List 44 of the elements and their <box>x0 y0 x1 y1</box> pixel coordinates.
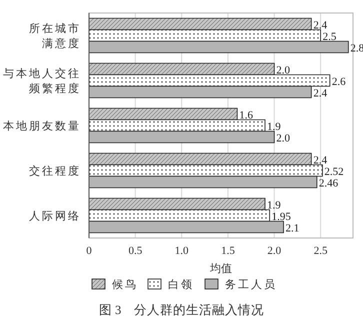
bar <box>88 198 266 210</box>
y-tick-label: 交往程度 <box>29 164 81 178</box>
bar <box>88 40 349 54</box>
bar <box>88 164 323 177</box>
bar <box>88 176 318 188</box>
data-label: 2.46 <box>318 177 339 190</box>
data-label: 2.4 <box>313 19 328 32</box>
data-label: 1.9 <box>267 199 282 212</box>
x-tick-label: 2.0 <box>267 245 282 257</box>
bar <box>88 108 238 120</box>
x-tick-label: 0 <box>86 245 92 257</box>
bar <box>88 130 275 144</box>
data-label: 2.52 <box>324 166 344 178</box>
data-label: 1.6 <box>239 109 254 122</box>
text: 图 3 分人群的生活融入情况 <box>98 303 264 317</box>
x-tick-label: 1.0 <box>174 245 190 257</box>
y-tick-label: 人际网络 <box>29 210 81 222</box>
x-tick-label: 1.5 <box>221 245 236 257</box>
legend-label: 白领 <box>168 279 194 291</box>
y-tick-label: 所在城市满意度 <box>29 22 81 50</box>
bar <box>88 152 312 166</box>
bar <box>88 29 321 42</box>
bar <box>88 86 312 98</box>
x-tick-label: 0.5 <box>128 245 143 257</box>
data-label: 2.4 <box>313 154 328 166</box>
data-label: 2.1 <box>286 222 300 234</box>
y-tick-label: 与本地人交往频繁程度 <box>3 67 81 95</box>
bar <box>88 74 330 87</box>
data-label: 2.6 <box>332 76 346 88</box>
bar <box>88 209 270 222</box>
data-label: 2.5 <box>322 30 337 43</box>
bar <box>88 62 275 76</box>
data-label: 2.0 <box>276 132 291 144</box>
x-axis-title: 均值 <box>209 263 232 275</box>
y-tick-label: 本地朋友数量 <box>3 120 81 132</box>
bar <box>88 18 312 30</box>
legend-label: 务工人员 <box>225 279 277 291</box>
legend-label: 候鸟 <box>112 279 138 291</box>
x-tick-label: 2.5 <box>314 245 328 257</box>
data-label: 2.4 <box>313 87 328 100</box>
data-label: 1.95 <box>272 210 292 223</box>
data-label: 1.9 <box>267 120 282 133</box>
data-label: 2.0 <box>276 64 291 76</box>
bar <box>88 220 284 234</box>
